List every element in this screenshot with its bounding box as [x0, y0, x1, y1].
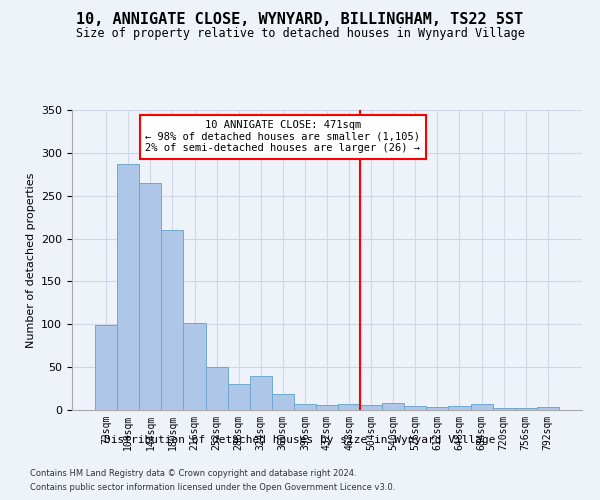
Bar — [250, 376, 272, 410]
Text: Distribution of detached houses by size in Wynyard Village: Distribution of detached houses by size … — [104, 435, 496, 445]
Bar — [515, 408, 537, 410]
Bar — [184, 324, 206, 410]
Bar — [294, 404, 316, 410]
Bar — [206, 367, 227, 410]
Y-axis label: Number of detached properties: Number of detached properties — [26, 172, 35, 348]
Text: Size of property relative to detached houses in Wynyard Village: Size of property relative to detached ho… — [76, 28, 524, 40]
Bar — [95, 325, 117, 410]
Bar — [316, 405, 338, 410]
Bar — [448, 406, 470, 410]
Bar — [227, 384, 250, 410]
Bar — [338, 404, 360, 410]
Text: Contains public sector information licensed under the Open Government Licence v3: Contains public sector information licen… — [30, 484, 395, 492]
Bar — [404, 406, 427, 410]
Bar — [537, 408, 559, 410]
Bar — [161, 230, 184, 410]
Text: Contains HM Land Registry data © Crown copyright and database right 2024.: Contains HM Land Registry data © Crown c… — [30, 468, 356, 477]
Bar — [470, 404, 493, 410]
Bar — [427, 408, 448, 410]
Bar — [493, 408, 515, 410]
Text: 10, ANNIGATE CLOSE, WYNYARD, BILLINGHAM, TS22 5ST: 10, ANNIGATE CLOSE, WYNYARD, BILLINGHAM,… — [76, 12, 524, 28]
Bar — [117, 164, 139, 410]
Bar — [272, 394, 294, 410]
Bar — [139, 183, 161, 410]
Text: 10 ANNIGATE CLOSE: 471sqm
← 98% of detached houses are smaller (1,105)
2% of sem: 10 ANNIGATE CLOSE: 471sqm ← 98% of detac… — [145, 120, 421, 154]
Bar — [382, 403, 404, 410]
Bar — [360, 405, 382, 410]
